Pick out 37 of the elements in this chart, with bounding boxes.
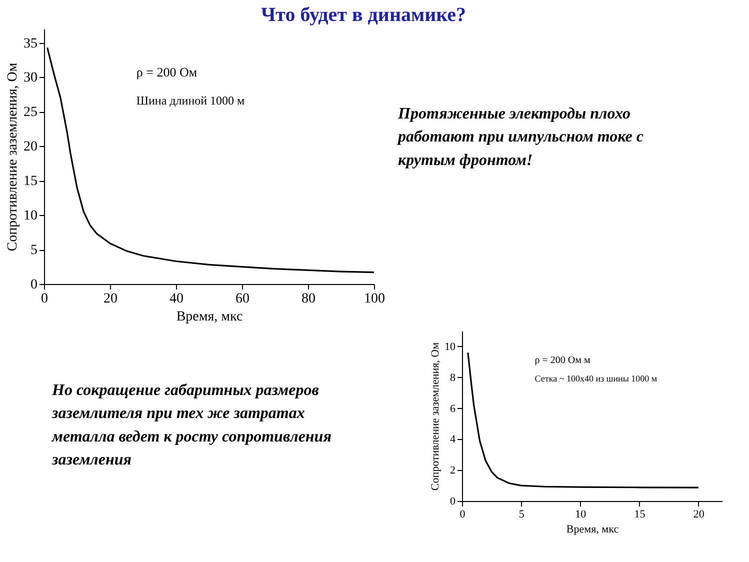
x-tick-label: 20 bbox=[104, 292, 118, 306]
x-tick-label: 0 bbox=[41, 292, 48, 306]
annotation: ρ = 200 Ом м bbox=[534, 354, 591, 366]
y-tick-label: 6 bbox=[450, 402, 456, 415]
x-tick-label: 20 bbox=[693, 508, 705, 520]
text: Но сокращение габаритных размеров заземлителя при тех же затратах металла ведет к росту сопротивления заземления bbox=[51, 382, 332, 469]
y-tick-label: 25 bbox=[24, 105, 38, 120]
annotation: Шина длиной 1000 м bbox=[136, 93, 246, 108]
y-tick-label: 8 bbox=[450, 372, 456, 384]
x-tick-label: 10 bbox=[575, 508, 587, 520]
line-series bbox=[467, 352, 700, 488]
y-tick-label: 5 bbox=[30, 243, 38, 258]
x-axis-title: Время, мкс bbox=[566, 524, 619, 536]
y-tick-label: 4 bbox=[450, 434, 456, 446]
x-tick-label: 0 bbox=[460, 508, 466, 520]
x-tick-label: 100 bbox=[364, 292, 385, 306]
annotation: ρ = 200 Ом bbox=[136, 64, 198, 80]
x-tick-label: 40 bbox=[170, 292, 184, 306]
text: Протяженные электроды плохо работают при импульсном токе с крутым фронтом! bbox=[396, 106, 644, 169]
annotation: Сетка ~ 100х40 из шины 1000 м bbox=[534, 374, 658, 384]
y-axis-title: Сопротивление заземления, Ом bbox=[430, 342, 442, 491]
chart-title: Что будет в динамике? bbox=[260, 4, 466, 26]
x-tick-label: 60 bbox=[236, 292, 250, 306]
y-tick-label: 20 bbox=[24, 140, 38, 155]
y-tick-label: 2 bbox=[450, 464, 456, 477]
y-tick-label: 0 bbox=[30, 278, 38, 292]
y-tick-label: 15 bbox=[24, 174, 38, 190]
x-tick-label: 5 bbox=[518, 508, 525, 520]
y-tick-label: 10 bbox=[24, 208, 38, 224]
y-tick-label: 0 bbox=[450, 496, 456, 508]
x-tick-label: 15 bbox=[634, 508, 646, 520]
y-tick-label: 10 bbox=[444, 340, 456, 353]
x-tick-label: 80 bbox=[302, 292, 316, 306]
y-tick-label: 30 bbox=[24, 70, 38, 86]
x-axis-title: Время, мкс bbox=[176, 310, 243, 324]
y-axis-title: Сопротивление заземления, Ом bbox=[6, 62, 20, 252]
y-tick-label: 35 bbox=[24, 36, 38, 52]
